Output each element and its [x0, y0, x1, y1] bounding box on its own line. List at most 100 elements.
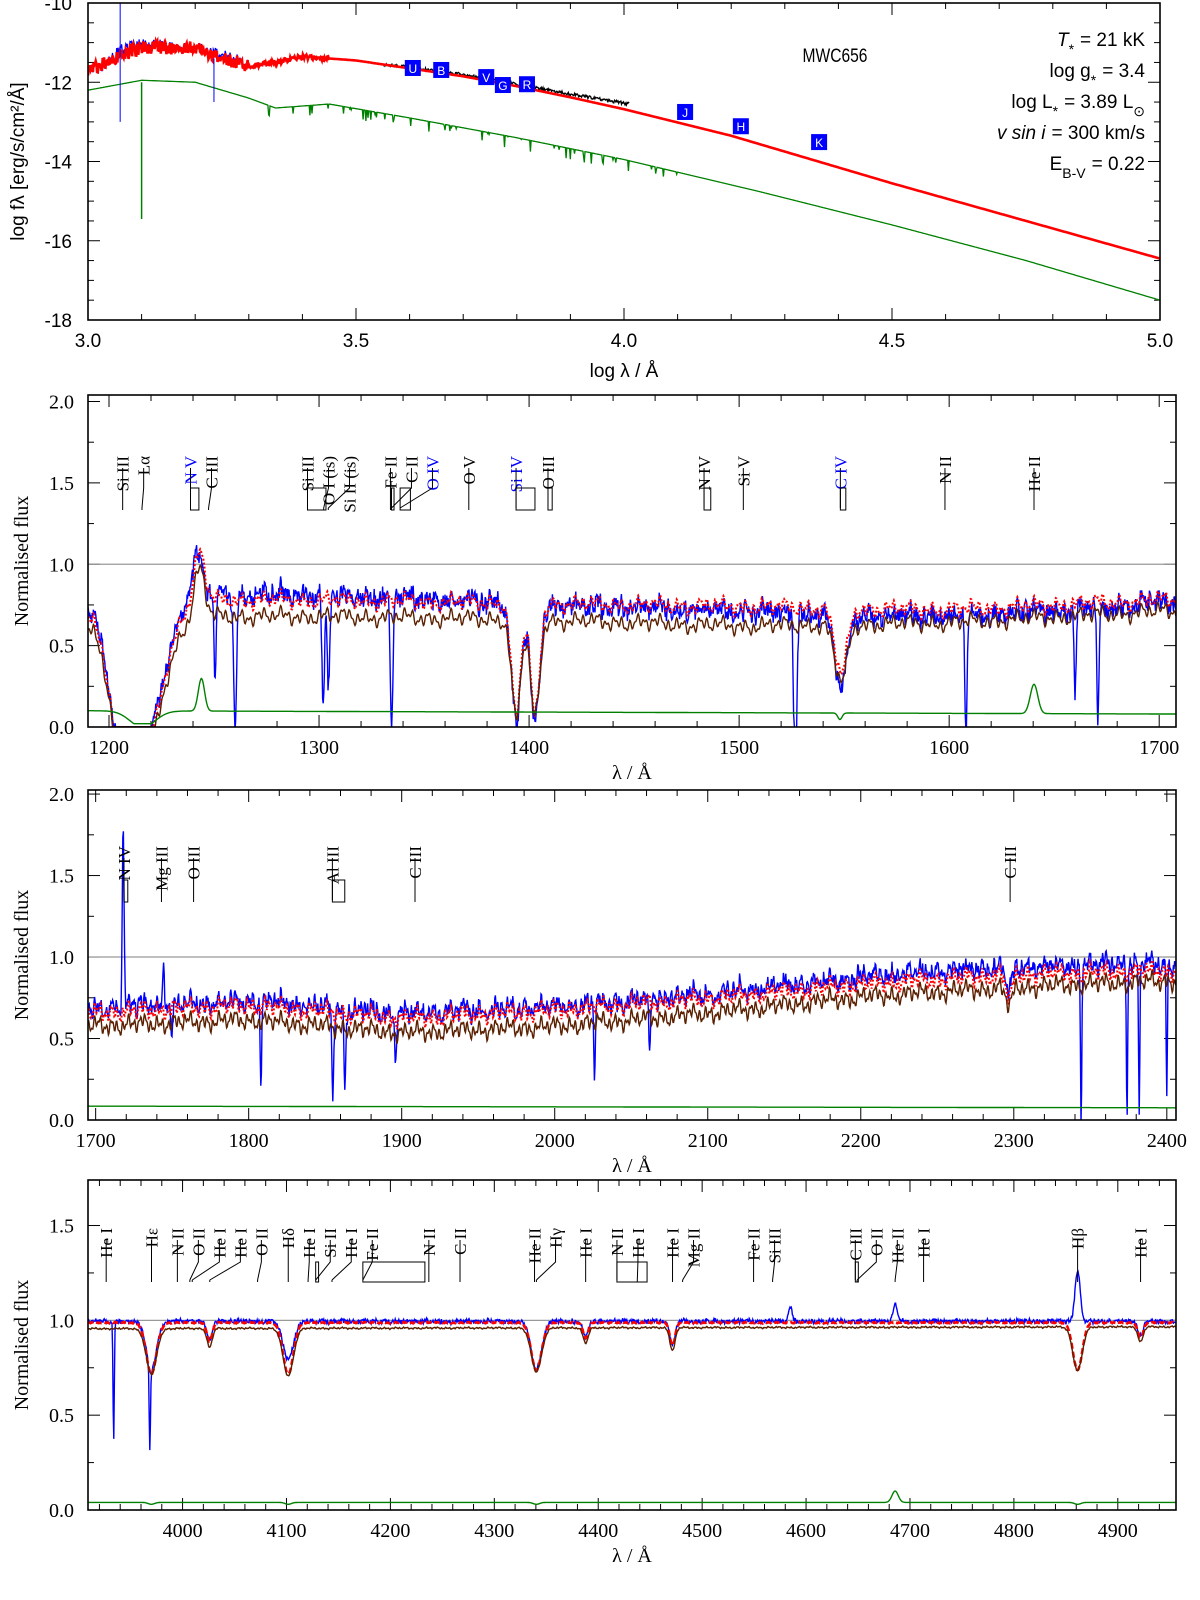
photometry-band-label: V	[482, 71, 490, 85]
x-tick-label: 2400	[1147, 1130, 1187, 1152]
x-tick-label: 1700	[1139, 737, 1179, 759]
line-id-label: Lα	[135, 456, 154, 475]
y-axis-label: log fλ [erg/s/cm²/Å]	[8, 82, 29, 240]
y-tick-label: 0.5	[49, 636, 74, 658]
x-tick-label: 4200	[370, 1520, 410, 1542]
y-tick-label: -12	[45, 73, 72, 94]
line-id: C III	[406, 846, 425, 902]
photometry-point	[494, 77, 511, 94]
parameter-name: log g	[1050, 61, 1091, 82]
line-id: He I	[209, 1228, 250, 1282]
line-id: Hγ	[535, 1228, 566, 1282]
line-id: N IV	[695, 455, 714, 511]
line-id-marker	[327, 468, 350, 509]
line-id-bracket	[839, 487, 847, 511]
y-tick-label: 1.5	[49, 866, 74, 888]
series-companion	[88, 79, 1160, 301]
y-tick-label: 1.0	[49, 947, 74, 969]
line-id: N V	[181, 455, 200, 511]
parameter-unit-subscript: ⊙	[1133, 103, 1145, 119]
x-tick-label: 3.5	[343, 331, 369, 352]
x-axis-label: λ / Å	[612, 762, 652, 784]
series-model	[88, 547, 1176, 727]
x-tick-label: 1200	[89, 737, 129, 759]
line-id-marker	[189, 1240, 199, 1281]
line-id: Fe II	[745, 1228, 764, 1282]
line-id-bracket	[547, 487, 553, 511]
line-id: Lα	[135, 456, 154, 510]
line-id-marker	[772, 1240, 776, 1281]
line-id: He I	[664, 1228, 683, 1282]
parameter-subscript: B-V	[1062, 165, 1086, 181]
x-tick-label: 3.0	[75, 331, 101, 352]
line-id-bracket	[391, 487, 395, 511]
line-id: Hε	[142, 1228, 161, 1282]
series-companion	[88, 1105, 1176, 1109]
line-id: O III	[185, 846, 204, 902]
line-id-marker	[191, 1240, 220, 1281]
x-tick-label: 5.0	[1147, 331, 1173, 352]
line-id: C III	[1001, 846, 1020, 902]
y-tick-label: 0.0	[49, 1110, 74, 1132]
line-id-marker	[682, 1240, 695, 1281]
y-tick-label: 2.0	[49, 392, 74, 414]
line-id-label: Hδ	[279, 1228, 298, 1248]
plot-frame	[87, 394, 1177, 728]
plot-frame	[87, 789, 1177, 1121]
line-id-marker	[536, 1240, 557, 1281]
line-id: C III	[202, 456, 221, 510]
line-id: Si III	[114, 456, 133, 510]
photometry-band-label: G	[498, 79, 507, 93]
x-tick-label: 4.5	[879, 331, 905, 352]
x-tick-label: 4100	[266, 1520, 306, 1542]
y-tick-label: 0.5	[49, 1029, 74, 1051]
line-id: O II	[856, 1228, 886, 1282]
line-id: He I	[97, 1228, 116, 1282]
line-id: Si IV	[507, 455, 536, 511]
line-id-bracket	[515, 487, 536, 511]
line-id-marker	[331, 1240, 352, 1281]
x-axis-label: log λ / Å	[590, 361, 659, 382]
line-id: N II	[420, 1228, 439, 1282]
parameter-value: = 3.4	[1102, 61, 1145, 82]
series-group	[88, 831, 1176, 1120]
x-tick-label: 4300	[474, 1520, 514, 1542]
photometry-point	[811, 134, 828, 151]
x-tick-label: 2200	[841, 1130, 881, 1152]
line-id-label: Hβ	[1069, 1228, 1088, 1249]
x-axis-label: λ / Å	[612, 1155, 652, 1177]
line-id-marker	[307, 1240, 310, 1281]
line-id-bracket	[399, 487, 411, 511]
parameter-subscript: *	[1053, 103, 1059, 119]
line-id: O I (is)	[319, 456, 338, 510]
line-id: Al III	[323, 846, 346, 903]
x-tick-label: 1300	[299, 737, 339, 759]
line-id: O II	[252, 1228, 271, 1282]
line-id: He I	[191, 1228, 229, 1282]
line-id-marker	[636, 1240, 639, 1281]
y-tick-label: 2.0	[49, 784, 74, 806]
line-id: Fe II	[381, 456, 400, 510]
y-axis-label: Normalised flux	[11, 1280, 33, 1411]
photometry-band-label: H	[737, 120, 746, 134]
x-tick-label: 4.0	[611, 331, 637, 352]
line-id: O III	[539, 456, 558, 511]
series-observed	[88, 544, 1176, 727]
line-id-marker	[856, 1240, 877, 1281]
panel-sed: 3.0 3.5 4.0 4.5 5.0 -10 -12 -14 -16 -18 log λ / Å l…	[8, 0, 1173, 382]
line-id-marker	[391, 468, 412, 509]
x-tick-label: 1400	[509, 737, 549, 759]
y-tick-label: 1.0	[49, 554, 74, 576]
line-id-marker	[208, 468, 212, 509]
series-companion	[88, 1490, 1176, 1505]
photometry-band-label: K	[815, 136, 823, 150]
line-id: Si II (is)	[327, 456, 359, 513]
parameter-value: = 300 km/s	[1052, 123, 1145, 144]
line-id: He I	[629, 1228, 648, 1282]
plot-frame	[87, 2, 1161, 321]
plot-frame	[87, 1179, 1177, 1511]
y-tick-label: 0.0	[49, 1500, 74, 1522]
y-tick-label: 1.0	[49, 1310, 74, 1332]
panel-uv-1: 1200 1300 1400 1500 1600 1700 0.0 0.5 1.0 1.5 2.0 λ…	[11, 392, 1179, 784]
